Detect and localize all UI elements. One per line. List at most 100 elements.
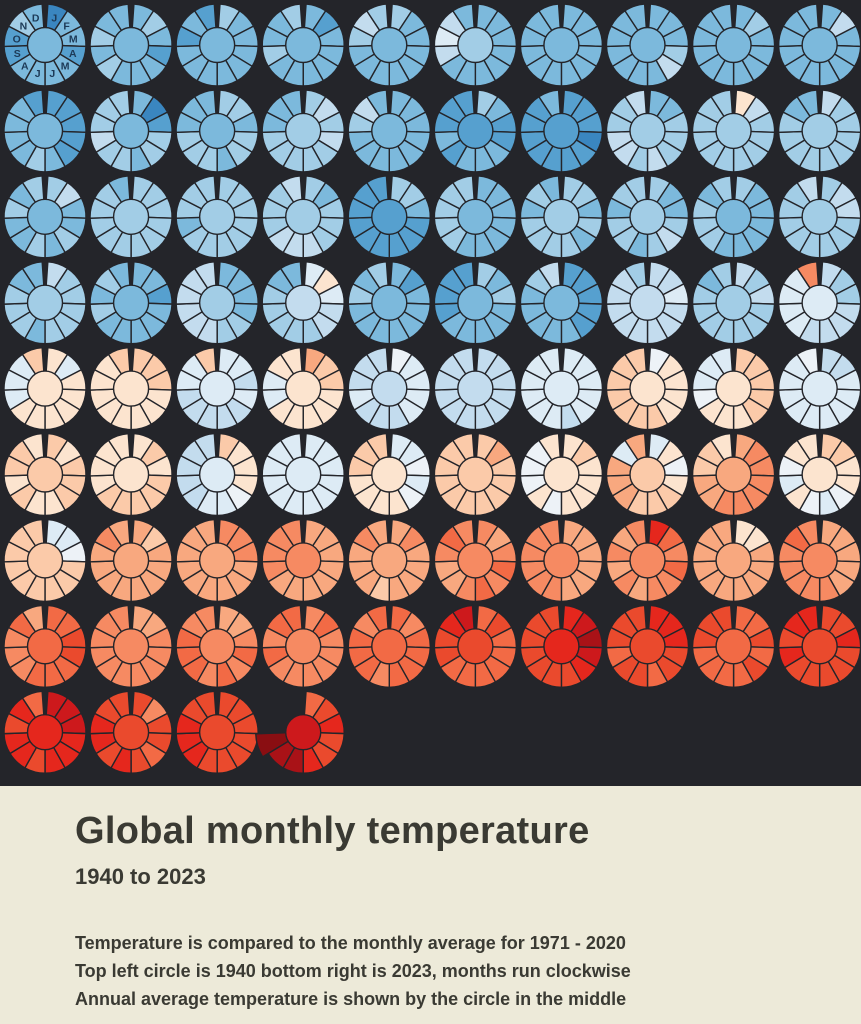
year-circle-1958 bbox=[691, 89, 776, 173]
annual-average-circle bbox=[285, 456, 322, 493]
year-circle-2004 bbox=[347, 518, 431, 603]
month-letter-label: S bbox=[14, 48, 21, 60]
year-circle-1970 bbox=[3, 261, 87, 345]
annual-average-circle bbox=[629, 628, 666, 665]
annual-average-circle bbox=[629, 284, 666, 321]
annual-average-circle bbox=[112, 542, 150, 579]
year-circle-1993 bbox=[261, 432, 345, 517]
annual-average-circle bbox=[371, 628, 408, 665]
year-circle-1942 bbox=[175, 3, 259, 87]
annual-average-circle bbox=[457, 542, 494, 579]
annual-average-circle bbox=[26, 456, 64, 493]
footer-panel: Global monthly temperature 1940 to 2023 … bbox=[0, 786, 861, 1024]
annual-average-circle bbox=[371, 198, 408, 236]
year-circle-1943 bbox=[261, 3, 345, 87]
year-circle-1991 bbox=[89, 432, 173, 517]
year-circle-1966 bbox=[519, 175, 604, 259]
annual-average-circle bbox=[543, 26, 580, 64]
annual-average-circle bbox=[715, 112, 752, 150]
annual-average-circle bbox=[198, 542, 236, 579]
annual-average-circle bbox=[285, 26, 322, 64]
annual-average-circle bbox=[543, 112, 580, 150]
year-circle-2022 bbox=[175, 690, 259, 774]
month-letter-label: O bbox=[13, 33, 21, 45]
annual-average-circle bbox=[629, 456, 666, 493]
year-circle-1974 bbox=[347, 261, 431, 345]
year-circle-1971 bbox=[89, 261, 173, 345]
year-circle-1976 bbox=[519, 261, 604, 345]
year-circle-1984 bbox=[347, 347, 431, 431]
month-letter-label: J bbox=[49, 68, 55, 80]
annual-average-circle bbox=[26, 542, 64, 579]
year-circle-2021 bbox=[89, 690, 173, 774]
annual-average-circle bbox=[629, 198, 666, 236]
year-circle-2020 bbox=[3, 690, 87, 774]
year-circle-1975 bbox=[433, 261, 518, 345]
annual-average-circle bbox=[198, 628, 236, 665]
year-circle-2002 bbox=[175, 518, 259, 603]
annual-average-circle bbox=[371, 112, 408, 150]
annual-average-circle bbox=[285, 284, 322, 321]
year-circle-1949 bbox=[777, 3, 861, 87]
year-circle-1994 bbox=[347, 432, 431, 517]
annual-average-circle bbox=[457, 628, 494, 665]
annual-average-circle bbox=[26, 370, 64, 407]
annual-average-circle bbox=[198, 456, 236, 493]
annual-average-circle bbox=[457, 112, 494, 150]
annual-average-circle bbox=[801, 456, 838, 493]
year-circle-1960 bbox=[3, 175, 87, 259]
year-circle-1964 bbox=[347, 175, 431, 259]
annual-average-circle bbox=[285, 714, 322, 751]
year-circle-2003 bbox=[261, 518, 345, 603]
annual-average-circle bbox=[629, 542, 666, 579]
annual-average-circle bbox=[801, 628, 838, 665]
annual-average-circle bbox=[543, 542, 580, 579]
year-circle-1950 bbox=[3, 89, 87, 173]
year-circle-2023 bbox=[255, 690, 345, 774]
annual-average-circle bbox=[198, 26, 236, 64]
annual-average-circle bbox=[715, 198, 752, 236]
year-circle-2008 bbox=[691, 518, 776, 603]
month-letter-label: N bbox=[20, 20, 28, 32]
annual-average-circle bbox=[715, 542, 752, 579]
annual-average-circle bbox=[26, 112, 64, 150]
annual-average-circle bbox=[198, 714, 236, 751]
annual-average-circle bbox=[543, 370, 580, 407]
annual-average-circle bbox=[198, 370, 236, 407]
year-circle-2014 bbox=[347, 604, 431, 688]
annual-average-circle bbox=[112, 26, 150, 64]
annual-average-circle bbox=[457, 456, 494, 493]
year-circle-1983 bbox=[261, 347, 345, 431]
year-circle-2006 bbox=[519, 518, 604, 603]
year-circle-1972 bbox=[175, 261, 259, 345]
annual-average-circle bbox=[801, 542, 838, 579]
year-circle-2005 bbox=[433, 518, 518, 603]
annual-average-circle bbox=[629, 26, 666, 64]
annual-average-circle bbox=[457, 284, 494, 321]
year-circle-1980 bbox=[3, 347, 87, 431]
annual-average-circle bbox=[112, 628, 150, 665]
month-letter-label: F bbox=[63, 20, 70, 32]
annual-average-circle bbox=[457, 26, 494, 64]
year-circle-2009 bbox=[777, 518, 861, 603]
year-circle-1945 bbox=[433, 3, 518, 87]
annual-average-circle bbox=[457, 198, 494, 236]
year-circle-2019 bbox=[777, 604, 861, 688]
chart-note-annual: Annual average temperature is shown by t… bbox=[75, 988, 627, 1009]
annual-average-circle bbox=[457, 370, 494, 407]
month-letter-label: J bbox=[51, 12, 57, 24]
year-circle-1955 bbox=[433, 89, 518, 173]
annual-average-circle bbox=[801, 112, 838, 150]
year-circle-1952 bbox=[175, 89, 259, 173]
chart-notes: Temperature is compared to the monthly a… bbox=[75, 930, 821, 1014]
annual-average-circle bbox=[26, 284, 64, 321]
month-letter-label: J bbox=[35, 68, 41, 80]
annual-average-circle bbox=[715, 456, 752, 493]
chart-title: Global monthly temperature bbox=[75, 810, 590, 852]
annual-average-circle bbox=[112, 714, 150, 751]
annual-average-circle bbox=[715, 370, 752, 407]
chart-note-baseline: Temperature is compared to the monthly a… bbox=[75, 932, 626, 953]
annual-average-circle bbox=[371, 542, 408, 579]
annual-average-circle bbox=[801, 198, 838, 236]
